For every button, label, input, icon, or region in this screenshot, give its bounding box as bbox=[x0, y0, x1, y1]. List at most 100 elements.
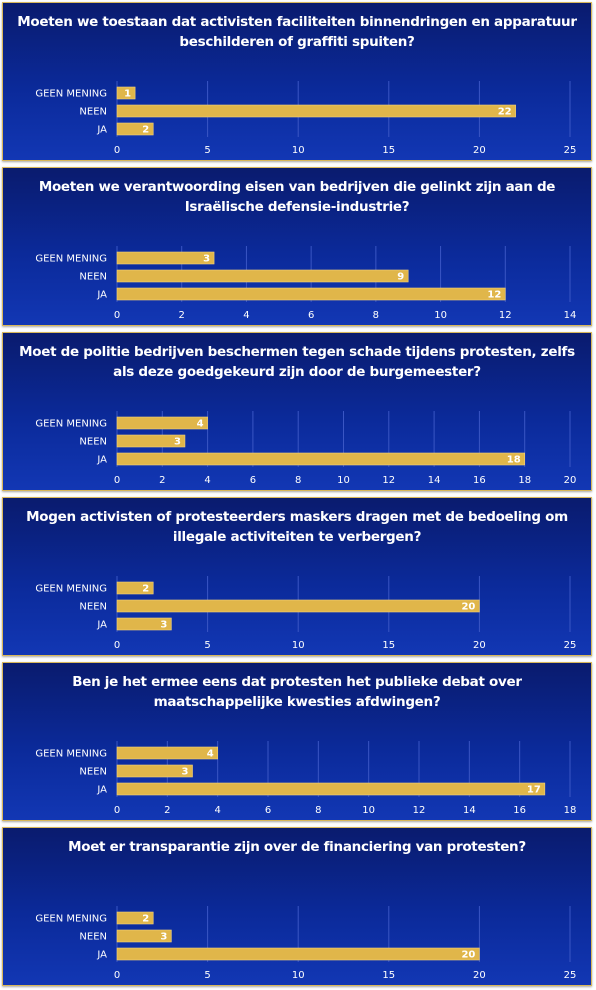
category-label: NEEN bbox=[79, 272, 107, 283]
bar bbox=[116, 452, 526, 466]
bar-chart: 0 2 4 6 8 10 12 14 16 18 20 GEEN MENING 4 NEEN 3 JA 18 bbox=[35, 411, 577, 486]
x-tick-label: 0 bbox=[114, 805, 120, 816]
x-tick-label: 16 bbox=[513, 805, 526, 816]
data-label: 18 bbox=[507, 455, 521, 466]
category-label: GEEN MENING bbox=[35, 89, 107, 100]
category-label: JA bbox=[96, 620, 107, 631]
chart-title: Moet er transparantie zijn over de finan… bbox=[68, 839, 526, 855]
chart-title: Mogen activisten of protesteerders maske… bbox=[26, 509, 568, 545]
bar bbox=[116, 947, 480, 961]
x-tick-label: 8 bbox=[373, 310, 379, 321]
x-tick-label: 10 bbox=[337, 475, 350, 486]
category-label: GEEN MENING bbox=[35, 914, 107, 925]
data-label: 2 bbox=[142, 584, 149, 595]
x-tick-label: 25 bbox=[564, 970, 577, 981]
x-tick-label: 14 bbox=[564, 310, 577, 321]
x-tick-label: 25 bbox=[564, 640, 577, 651]
x-tick-label: 5 bbox=[204, 145, 210, 156]
category-label: GEEN MENING bbox=[35, 584, 107, 595]
bar bbox=[116, 416, 208, 430]
bar bbox=[116, 782, 546, 796]
x-tick-label: 20 bbox=[564, 475, 577, 486]
x-tick-label: 15 bbox=[382, 970, 395, 981]
chart-title: Moet de politie bedrijven beschermen teg… bbox=[19, 344, 575, 380]
chart-panel-3: Moet de politie bedrijven beschermen teg… bbox=[2, 332, 592, 491]
x-tick-label: 10 bbox=[292, 970, 305, 981]
category-label: JA bbox=[96, 125, 107, 136]
bar bbox=[116, 764, 193, 778]
category-label: NEEN bbox=[79, 107, 107, 118]
chart-title: Moeten we verantwoording eisen van bedri… bbox=[38, 179, 556, 215]
x-tick-label: 18 bbox=[518, 475, 531, 486]
x-tick-label: 25 bbox=[564, 145, 577, 156]
data-label: 20 bbox=[461, 950, 475, 961]
x-tick-label: 10 bbox=[292, 145, 305, 156]
data-label: 4 bbox=[197, 419, 204, 430]
data-label: 3 bbox=[174, 437, 181, 448]
x-tick-label: 12 bbox=[499, 310, 512, 321]
x-tick-label: 20 bbox=[473, 640, 486, 651]
bar bbox=[116, 911, 154, 925]
bar-chart: 0 5 10 15 20 25 GEEN MENING 2 NEEN 20 JA 3 bbox=[35, 576, 577, 651]
x-tick-label: 8 bbox=[315, 805, 321, 816]
x-tick-label: 15 bbox=[382, 145, 395, 156]
x-tick-label: 12 bbox=[382, 475, 395, 486]
x-tick-label: 0 bbox=[114, 310, 120, 321]
x-tick-label: 2 bbox=[179, 310, 185, 321]
x-tick-label: 8 bbox=[295, 475, 301, 486]
bar bbox=[116, 269, 409, 283]
data-label: 3 bbox=[160, 932, 167, 943]
chart-panel-2: Moeten we verantwoording eisen van bedri… bbox=[2, 167, 592, 326]
bar bbox=[116, 599, 480, 613]
data-label: 9 bbox=[397, 272, 404, 283]
chart-panel-5: Ben je het ermee eens dat protesten het … bbox=[2, 662, 592, 821]
x-tick-label: 18 bbox=[564, 805, 577, 816]
x-tick-label: 10 bbox=[292, 640, 305, 651]
category-label: GEEN MENING bbox=[35, 419, 107, 430]
data-label: 3 bbox=[182, 767, 189, 778]
x-tick-label: 6 bbox=[250, 475, 256, 486]
bar bbox=[116, 251, 215, 265]
category-label: JA bbox=[96, 950, 107, 961]
data-label: 3 bbox=[160, 620, 167, 631]
x-tick-label: 14 bbox=[463, 805, 476, 816]
x-tick-label: 10 bbox=[362, 805, 375, 816]
bar bbox=[116, 581, 154, 595]
bar bbox=[116, 746, 218, 760]
bar bbox=[116, 104, 516, 118]
bar-chart: 0 2 4 6 8 10 12 14 GEEN MENING 3 NEEN 9 JA 12 bbox=[35, 246, 577, 321]
x-tick-label: 0 bbox=[114, 145, 120, 156]
x-tick-label: 0 bbox=[114, 640, 120, 651]
bar bbox=[116, 287, 506, 301]
bar bbox=[116, 434, 186, 448]
data-label: 17 bbox=[527, 785, 541, 796]
data-label: 22 bbox=[498, 107, 512, 118]
category-label: JA bbox=[96, 290, 107, 301]
category-label: NEEN bbox=[79, 602, 107, 613]
data-label: 3 bbox=[203, 254, 210, 265]
category-label: NEEN bbox=[79, 437, 107, 448]
x-tick-label: 6 bbox=[265, 805, 271, 816]
category-label: GEEN MENING bbox=[35, 254, 107, 265]
bar bbox=[116, 122, 154, 136]
data-label: 2 bbox=[142, 914, 149, 925]
bar-chart: 0 5 10 15 20 25 GEEN MENING 2 NEEN 3 JA 20 bbox=[35, 906, 577, 981]
x-tick-label: 2 bbox=[159, 475, 165, 486]
category-label: JA bbox=[96, 455, 107, 466]
x-tick-label: 2 bbox=[164, 805, 170, 816]
data-label: 2 bbox=[142, 125, 149, 136]
chart-panel-1: Moeten we toestaan dat activisten facili… bbox=[2, 2, 592, 161]
data-label: 4 bbox=[207, 749, 214, 760]
x-tick-label: 0 bbox=[114, 970, 120, 981]
category-label: NEEN bbox=[79, 767, 107, 778]
x-tick-label: 10 bbox=[434, 310, 447, 321]
data-label: 12 bbox=[487, 290, 501, 301]
x-tick-label: 20 bbox=[473, 970, 486, 981]
chart-title: Moeten we toestaan dat activisten facili… bbox=[17, 14, 577, 50]
chart-panel-4: Mogen activisten of protesteerders maske… bbox=[2, 497, 592, 656]
category-label: GEEN MENING bbox=[35, 749, 107, 760]
x-tick-label: 5 bbox=[204, 970, 210, 981]
bar bbox=[116, 617, 172, 631]
bar bbox=[116, 929, 172, 943]
category-label: NEEN bbox=[79, 932, 107, 943]
